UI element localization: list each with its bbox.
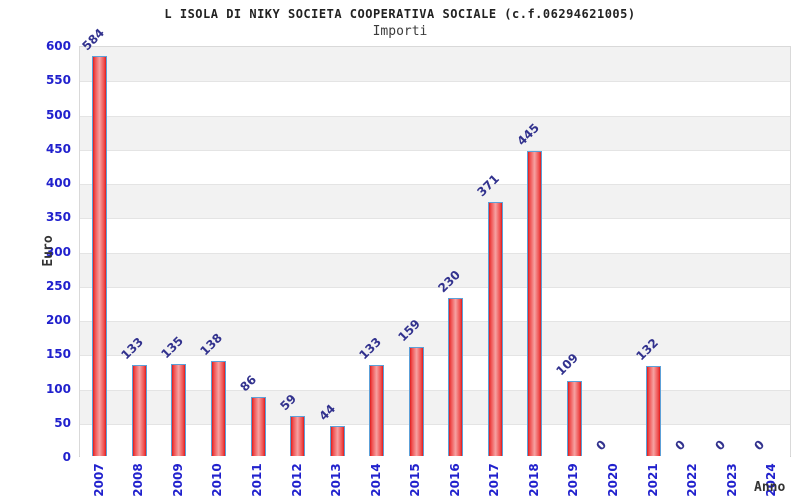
x-tick-label-2021: 2021 (645, 463, 660, 497)
bar-2019 (566, 381, 582, 456)
x-tick-label-2013: 2013 (329, 463, 344, 497)
x-tick-label-2011: 2011 (250, 463, 264, 497)
plot-band (80, 355, 790, 390)
plot-band (80, 184, 790, 219)
plot-area: 584 133 135 138 86 59 44 133 159 230 371 445 109 0 132… (79, 26, 791, 458)
plot-band (80, 149, 790, 184)
gridline (80, 184, 790, 185)
plot-band (80, 81, 790, 116)
bar-2018 (527, 151, 543, 456)
gridline (80, 218, 790, 220)
bar-2009 (171, 363, 187, 456)
gridline (80, 389, 790, 391)
y-tick-label: 300 (45, 244, 71, 259)
y-tick-label: 500 (45, 107, 71, 122)
gridline (80, 149, 790, 151)
y-tick-label: 200 (45, 313, 71, 327)
plot-band (80, 218, 790, 253)
x-tick-label-2020: 2020 (606, 463, 620, 497)
y-axis-title: Euro (41, 235, 56, 267)
bar-2017 (487, 201, 503, 456)
x-tick-label-2017: 2017 (487, 463, 502, 497)
x-tick-label-2018: 2018 (526, 463, 541, 497)
gridline (80, 321, 790, 322)
y-tick-label: 50 (54, 415, 71, 430)
bar-2008 (131, 364, 147, 456)
x-tick-label-2007: 2007 (91, 463, 106, 497)
plot-band (80, 286, 790, 321)
chart-subtitle: Importi (372, 24, 428, 39)
x-axis-title: Anno (754, 480, 786, 495)
plot-band (80, 252, 790, 287)
gridline (80, 115, 790, 117)
gridline (80, 81, 790, 83)
plot-band (80, 389, 790, 424)
x-tick-label-2015: 2015 (408, 463, 423, 497)
y-tick-label: 150 (45, 347, 71, 362)
plot-band (80, 423, 790, 458)
bar-2011 (250, 397, 266, 456)
x-tick-label-2019: 2019 (566, 463, 581, 497)
bar-2015 (408, 347, 424, 456)
plot-band (80, 321, 790, 356)
bar-2010 (210, 361, 226, 456)
chart-title: L ISOLA DI NIKY SOCIETA COOPERATIVA SOCI… (164, 7, 636, 21)
gridline (80, 355, 790, 357)
y-tick-label: 550 (45, 73, 71, 88)
bar-2007 (92, 55, 108, 456)
x-tick-label-2008: 2008 (131, 463, 146, 497)
y-tick-label: 400 (45, 176, 71, 190)
x-tick-label-2012: 2012 (289, 463, 304, 497)
y-tick-label: 450 (45, 141, 71, 156)
gridline (80, 423, 790, 425)
x-tick-label-2009: 2009 (170, 463, 185, 497)
y-tick-label: 250 (45, 278, 71, 293)
gridline (80, 252, 790, 254)
x-tick-label-2014: 2014 (368, 463, 383, 497)
x-tick-label-2022: 2022 (685, 463, 700, 497)
y-tick-label: 350 (45, 210, 71, 225)
x-tick-label-2010: 2010 (210, 463, 225, 497)
gridline (80, 286, 790, 288)
x-tick-label-2016: 2016 (447, 463, 462, 497)
y-tick-label: 0 (62, 450, 71, 464)
y-tick-label: 100 (45, 381, 71, 396)
bar-2012 (290, 415, 306, 456)
x-tick-label-2023: 2023 (724, 463, 739, 497)
bar-2021 (646, 365, 662, 456)
plot-band (80, 47, 790, 82)
plot-band (80, 115, 790, 150)
bar-2016 (448, 298, 464, 456)
y-tick-label: 600 (45, 39, 71, 53)
bar-2014 (369, 364, 385, 456)
bar-2013 (329, 425, 345, 456)
